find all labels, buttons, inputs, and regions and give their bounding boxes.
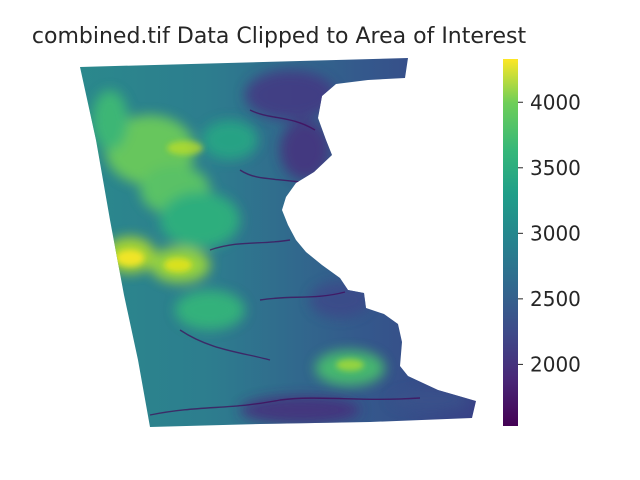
colorbar-tick-label: 3000 bbox=[530, 221, 581, 245]
colorbar-tick-label: 3500 bbox=[530, 156, 581, 180]
colorbar-tick-label: 2500 bbox=[530, 287, 581, 311]
map-title: combined.tif Data Clipped to Area of Int… bbox=[31, 24, 527, 49]
colorbar-gradient bbox=[503, 59, 518, 426]
colorbar: 2000 2500 3000 3500 4000 bbox=[503, 59, 581, 426]
colorbar-tick-label: 4000 bbox=[530, 90, 581, 114]
colorbar-tick-label: 2000 bbox=[530, 352, 581, 376]
elevation-raster bbox=[80, 58, 476, 427]
